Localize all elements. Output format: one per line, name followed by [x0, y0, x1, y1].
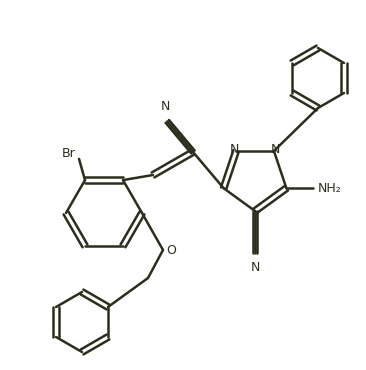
Text: NH₂: NH₂ [317, 182, 341, 195]
Text: O: O [166, 243, 176, 256]
Text: N: N [229, 144, 239, 157]
Text: N: N [250, 261, 260, 274]
Text: Br: Br [62, 147, 76, 160]
Text: N: N [271, 144, 281, 157]
Text: N: N [161, 100, 170, 113]
